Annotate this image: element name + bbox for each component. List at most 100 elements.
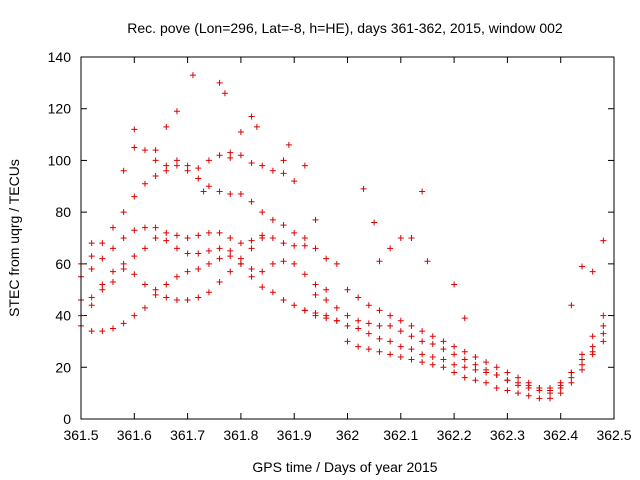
data-point <box>397 343 404 350</box>
data-point <box>141 304 148 311</box>
data-point <box>568 302 575 309</box>
data-point <box>227 253 234 260</box>
data-point <box>152 286 159 293</box>
data-point <box>504 377 511 384</box>
data-point <box>408 333 415 340</box>
data-point <box>472 366 479 373</box>
data-point <box>387 338 394 345</box>
data-point <box>333 260 340 267</box>
data-point <box>195 266 202 273</box>
data-point <box>483 366 490 373</box>
data-point <box>301 307 308 314</box>
data-point <box>461 315 468 322</box>
data-point <box>109 278 116 285</box>
y-tick-label: 0 <box>63 411 71 427</box>
data-point <box>237 152 244 159</box>
data-point <box>301 271 308 278</box>
data-point <box>301 235 308 241</box>
data-point <box>280 222 287 229</box>
data-point <box>216 245 223 252</box>
x-tick-label: 362 <box>336 427 360 443</box>
y-tick-label: 120 <box>48 101 72 117</box>
data-point <box>216 278 223 285</box>
data-point <box>440 346 447 353</box>
data-point <box>408 322 415 329</box>
data-point <box>429 341 436 348</box>
data-point <box>152 235 159 241</box>
data-point <box>419 328 426 335</box>
data-point <box>173 162 180 169</box>
data-point <box>173 273 180 280</box>
data-point <box>120 209 127 216</box>
data-point <box>493 384 500 391</box>
data-point <box>221 90 228 97</box>
data-point <box>600 322 607 329</box>
data-point <box>184 297 191 304</box>
data-point <box>216 79 223 86</box>
data-point <box>120 235 127 241</box>
data-point <box>525 384 532 391</box>
data-point <box>99 281 106 288</box>
data-point <box>579 361 586 368</box>
data-point <box>227 149 234 156</box>
series-arc-J <box>344 286 607 394</box>
data-point <box>99 328 106 335</box>
data-point <box>355 317 362 324</box>
y-tick-label: 20 <box>55 359 71 375</box>
data-point <box>376 335 383 342</box>
data-point <box>333 317 340 324</box>
data-point <box>163 229 170 236</box>
data-point <box>371 219 378 226</box>
data-point <box>259 268 266 275</box>
data-point <box>376 348 383 355</box>
data-point <box>88 253 95 260</box>
data-point <box>525 379 532 386</box>
data-point <box>163 123 170 130</box>
data-point <box>237 240 244 247</box>
data-point <box>355 343 362 350</box>
data-point <box>312 245 319 252</box>
data-point <box>269 216 276 223</box>
data-point <box>109 245 116 252</box>
y-tick-label: 100 <box>48 152 72 168</box>
data-point <box>301 242 308 249</box>
y-axis-label: STEC from uqrg / TECUs <box>6 159 22 317</box>
data-point <box>557 390 564 397</box>
data-point <box>525 392 532 399</box>
data-point <box>205 183 212 190</box>
chart-title: Rec. pove (Lon=296, Lat=-8, h=HE), days … <box>127 20 563 36</box>
data-point <box>285 141 292 148</box>
data-point <box>109 268 116 275</box>
data-point <box>269 235 276 241</box>
x-tick-label: 361.5 <box>63 427 98 443</box>
data-point <box>365 346 372 353</box>
data-point <box>195 250 202 257</box>
data-point <box>131 227 138 234</box>
data-point <box>312 281 319 288</box>
data-point <box>397 328 404 335</box>
data-point <box>291 229 298 236</box>
data-point <box>195 232 202 239</box>
data-point <box>291 178 298 185</box>
data-point <box>237 191 244 198</box>
data-point <box>472 353 479 360</box>
data-point <box>269 289 276 296</box>
data-point <box>141 281 148 288</box>
x-tick-label: 362.1 <box>383 427 418 443</box>
data-point <box>344 286 351 293</box>
data-point <box>483 359 490 366</box>
data-point <box>557 382 564 389</box>
data-point <box>259 209 266 216</box>
data-point <box>152 157 159 164</box>
data-point <box>451 361 458 368</box>
data-point <box>397 235 404 241</box>
data-point <box>291 302 298 309</box>
data-point <box>248 273 255 280</box>
data-point <box>184 235 191 241</box>
data-point <box>579 366 586 373</box>
data-point <box>461 356 468 363</box>
data-point <box>120 320 127 327</box>
data-point <box>163 237 170 244</box>
data-point <box>429 333 436 340</box>
data-point <box>323 255 330 262</box>
